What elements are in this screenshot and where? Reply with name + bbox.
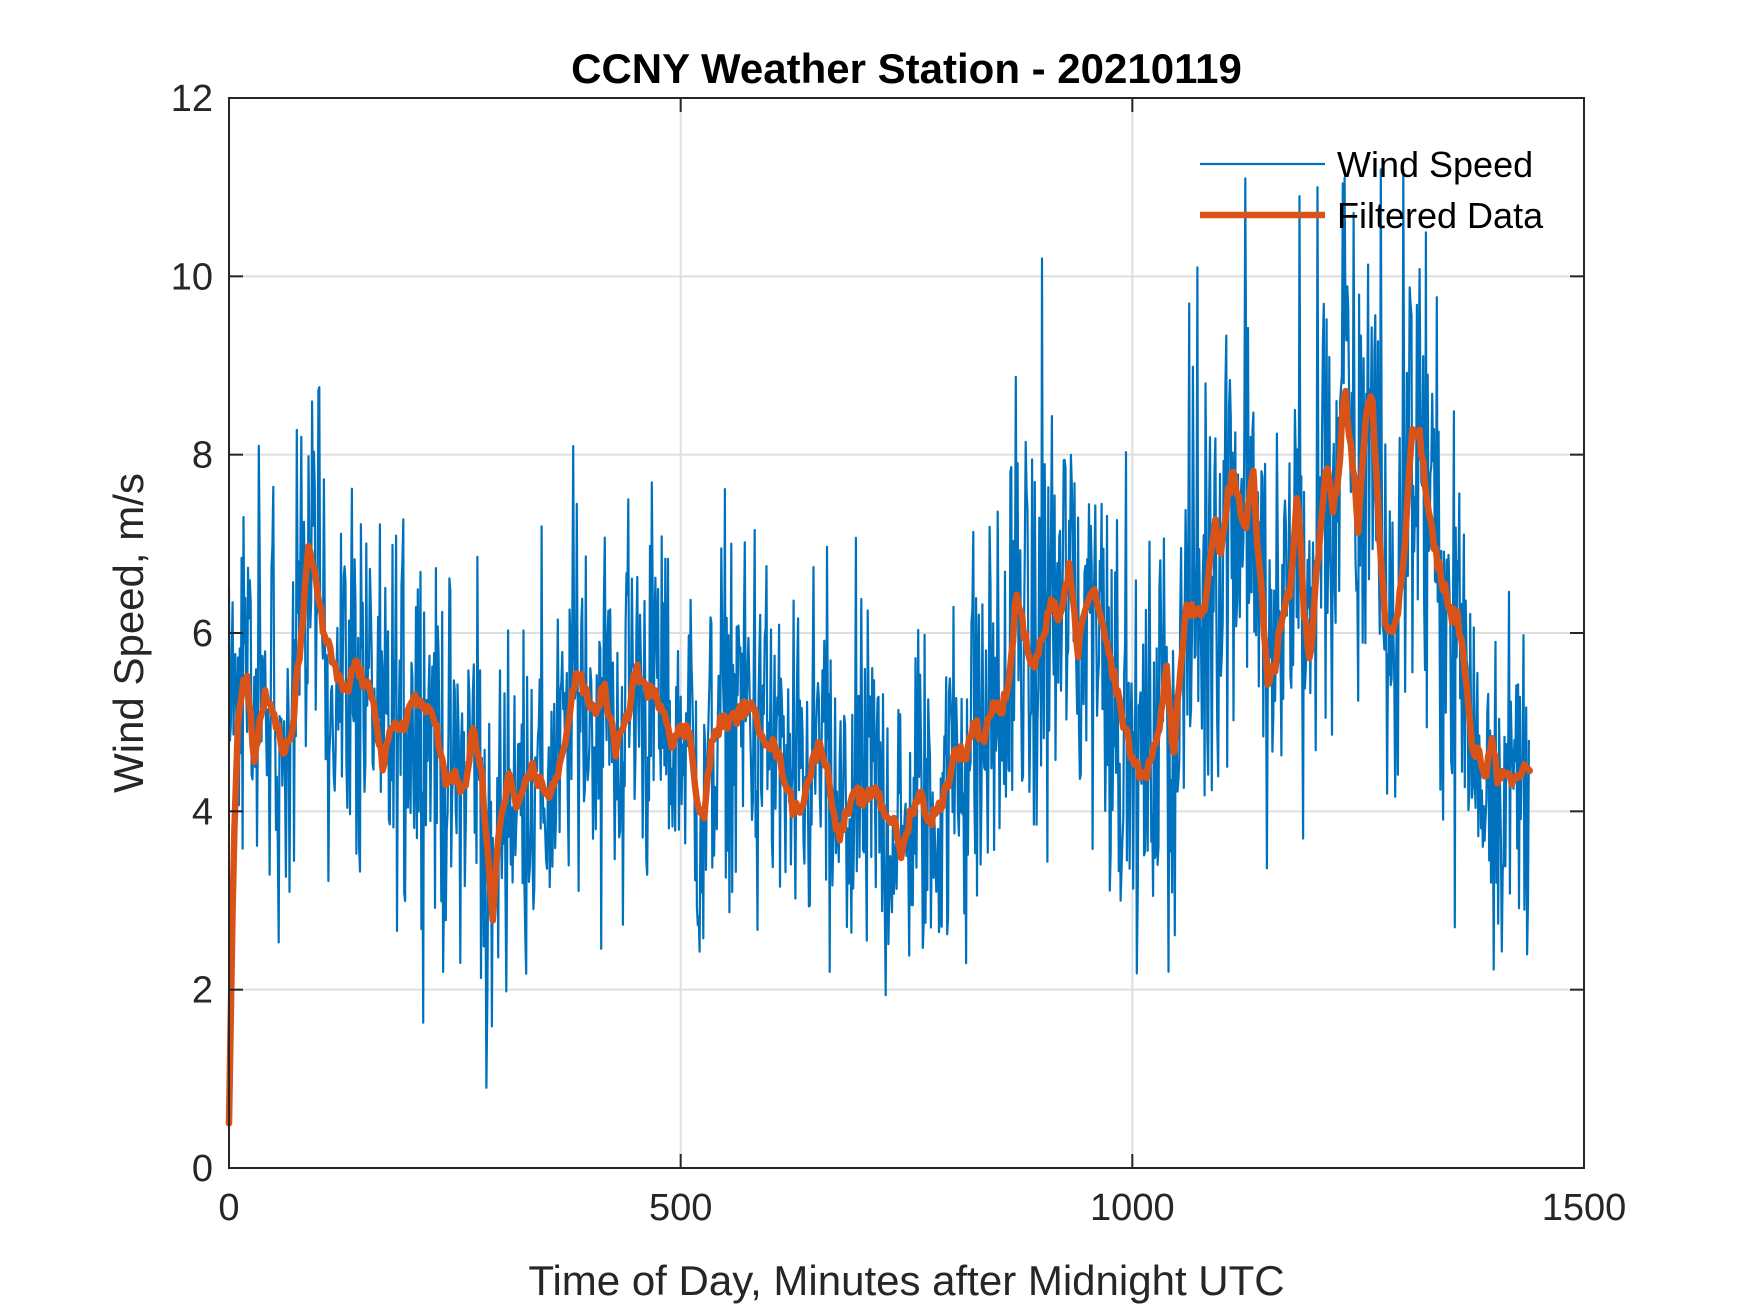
y-axis-label: Wind Speed, m/s: [105, 473, 152, 793]
y-tick-label: 0: [192, 1148, 213, 1190]
series-line-filtered-data: [225, 387, 1534, 1127]
x-tick-label: 1000: [1090, 1187, 1175, 1229]
y-tick-label: 8: [192, 435, 213, 477]
y-tick-label: 12: [171, 78, 213, 120]
y-tick-label: 6: [192, 613, 213, 655]
x-tick-label: 1500: [1542, 1187, 1627, 1229]
x-tick-label: 0: [218, 1187, 239, 1229]
y-tick-label: 4: [192, 791, 213, 833]
x-axis-label: Time of Day, Minutes after Midnight UTC: [528, 1257, 1284, 1304]
y-tick-label: 2: [192, 970, 213, 1012]
legend-label-wind-speed: Wind Speed: [1337, 144, 1533, 185]
series-layer: [225, 168, 1534, 1127]
tick-labels: 0 500 1000 1500 0 2 4 6 8 10 12: [171, 78, 1627, 1229]
chart-title: CCNY Weather Station - 20210119: [571, 45, 1242, 92]
y-tick-label: 10: [171, 256, 213, 298]
axes: [228, 97, 1585, 1169]
legend: Wind Speed Filtered Data: [1200, 144, 1544, 236]
x-tick-label: 500: [649, 1187, 712, 1229]
legend-label-filtered-data: Filtered Data: [1337, 195, 1544, 236]
